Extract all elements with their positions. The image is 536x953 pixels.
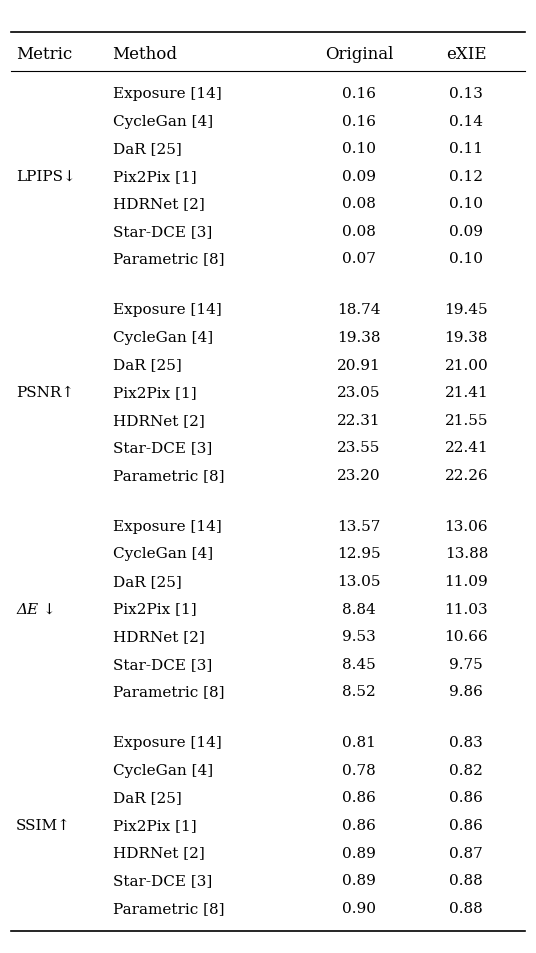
- Text: 10.66: 10.66: [444, 630, 488, 643]
- Text: HDRNet [2]: HDRNet [2]: [113, 630, 204, 643]
- Text: Exposure [14]: Exposure [14]: [113, 736, 221, 749]
- Text: Star-DCE [3]: Star-DCE [3]: [113, 441, 212, 455]
- Text: 0.89: 0.89: [342, 873, 376, 887]
- Text: 9.53: 9.53: [343, 630, 376, 643]
- Text: 0.13: 0.13: [449, 87, 483, 101]
- Text: 0.12: 0.12: [449, 170, 483, 184]
- Text: 0.10: 0.10: [449, 253, 483, 266]
- Text: Exposure [14]: Exposure [14]: [113, 87, 221, 101]
- Text: 13.06: 13.06: [444, 519, 488, 534]
- Text: 0.09: 0.09: [342, 170, 376, 184]
- Text: Parametric [8]: Parametric [8]: [113, 468, 224, 482]
- Text: 0.86: 0.86: [449, 819, 483, 832]
- Text: 22.41: 22.41: [444, 441, 488, 455]
- Text: 19.38: 19.38: [337, 331, 381, 345]
- Text: Exposure [14]: Exposure [14]: [113, 519, 221, 534]
- Text: Star-DCE [3]: Star-DCE [3]: [113, 657, 212, 671]
- Text: 0.16: 0.16: [342, 87, 376, 101]
- Text: Pix2Pix [1]: Pix2Pix [1]: [113, 602, 196, 616]
- Text: 23.55: 23.55: [338, 441, 381, 455]
- Text: Pix2Pix [1]: Pix2Pix [1]: [113, 386, 196, 399]
- Text: 0.10: 0.10: [449, 197, 483, 212]
- Text: 20.91: 20.91: [337, 358, 381, 373]
- Text: DaR [25]: DaR [25]: [113, 142, 181, 156]
- Text: Pix2Pix [1]: Pix2Pix [1]: [113, 819, 196, 832]
- Text: eXIE: eXIE: [446, 46, 487, 63]
- Text: 0.09: 0.09: [449, 225, 483, 238]
- Text: Star-DCE [3]: Star-DCE [3]: [113, 225, 212, 238]
- Text: 0.88: 0.88: [450, 873, 483, 887]
- Text: 18.74: 18.74: [337, 303, 381, 317]
- Text: 19.38: 19.38: [444, 331, 488, 345]
- Text: 0.08: 0.08: [342, 225, 376, 238]
- Text: 8.45: 8.45: [343, 657, 376, 671]
- Text: Exposure [14]: Exposure [14]: [113, 303, 221, 317]
- Text: ΔE ↓: ΔE ↓: [16, 602, 56, 616]
- Text: 21.41: 21.41: [444, 386, 488, 399]
- Text: Parametric [8]: Parametric [8]: [113, 901, 224, 915]
- Text: CycleGan [4]: CycleGan [4]: [113, 331, 213, 345]
- Text: 0.78: 0.78: [343, 763, 376, 777]
- Text: 0.10: 0.10: [342, 142, 376, 156]
- Text: 0.07: 0.07: [342, 253, 376, 266]
- Text: HDRNet [2]: HDRNet [2]: [113, 414, 204, 427]
- Text: 0.08: 0.08: [342, 197, 376, 212]
- Text: 23.20: 23.20: [337, 468, 381, 482]
- Text: 19.45: 19.45: [444, 303, 488, 317]
- Text: CycleGan [4]: CycleGan [4]: [113, 114, 213, 129]
- Text: LPIPS↓: LPIPS↓: [16, 170, 76, 184]
- Text: 21.00: 21.00: [444, 358, 488, 373]
- Text: 8.84: 8.84: [343, 602, 376, 616]
- Text: 0.81: 0.81: [342, 736, 376, 749]
- Text: 0.86: 0.86: [449, 791, 483, 804]
- Text: SSIM↑: SSIM↑: [16, 819, 71, 832]
- Text: 0.16: 0.16: [342, 114, 376, 129]
- Text: 0.11: 0.11: [449, 142, 483, 156]
- Text: 0.83: 0.83: [450, 736, 483, 749]
- Text: 0.86: 0.86: [342, 819, 376, 832]
- Text: 21.55: 21.55: [444, 414, 488, 427]
- Text: 13.05: 13.05: [337, 575, 381, 588]
- Text: 0.14: 0.14: [449, 114, 483, 129]
- Text: 23.05: 23.05: [337, 386, 381, 399]
- Text: DaR [25]: DaR [25]: [113, 791, 181, 804]
- Text: Metric: Metric: [16, 46, 72, 63]
- Text: 8.52: 8.52: [343, 684, 376, 699]
- Text: 0.86: 0.86: [342, 791, 376, 804]
- Text: 9.86: 9.86: [449, 684, 483, 699]
- Text: 0.90: 0.90: [342, 901, 376, 915]
- Text: HDRNet [2]: HDRNet [2]: [113, 845, 204, 860]
- Text: 13.88: 13.88: [445, 547, 488, 561]
- Text: DaR [25]: DaR [25]: [113, 358, 181, 373]
- Text: PSNR↑: PSNR↑: [16, 386, 74, 399]
- Text: 12.95: 12.95: [337, 547, 381, 561]
- Text: Method: Method: [113, 46, 177, 63]
- Text: 0.89: 0.89: [342, 845, 376, 860]
- Text: 9.75: 9.75: [450, 657, 483, 671]
- Text: CycleGan [4]: CycleGan [4]: [113, 763, 213, 777]
- Text: Pix2Pix [1]: Pix2Pix [1]: [113, 170, 196, 184]
- Text: 0.87: 0.87: [450, 845, 483, 860]
- Text: 22.31: 22.31: [337, 414, 381, 427]
- Text: 0.82: 0.82: [449, 763, 483, 777]
- Text: 11.03: 11.03: [444, 602, 488, 616]
- Text: CycleGan [4]: CycleGan [4]: [113, 547, 213, 561]
- Text: 0.88: 0.88: [450, 901, 483, 915]
- Text: Original: Original: [325, 46, 393, 63]
- Text: 11.09: 11.09: [444, 575, 488, 588]
- Text: 22.26: 22.26: [444, 468, 488, 482]
- Text: Star-DCE [3]: Star-DCE [3]: [113, 873, 212, 887]
- Text: Parametric [8]: Parametric [8]: [113, 684, 224, 699]
- Text: DaR [25]: DaR [25]: [113, 575, 181, 588]
- Text: 13.57: 13.57: [338, 519, 381, 534]
- Text: HDRNet [2]: HDRNet [2]: [113, 197, 204, 212]
- Text: Parametric [8]: Parametric [8]: [113, 253, 224, 266]
